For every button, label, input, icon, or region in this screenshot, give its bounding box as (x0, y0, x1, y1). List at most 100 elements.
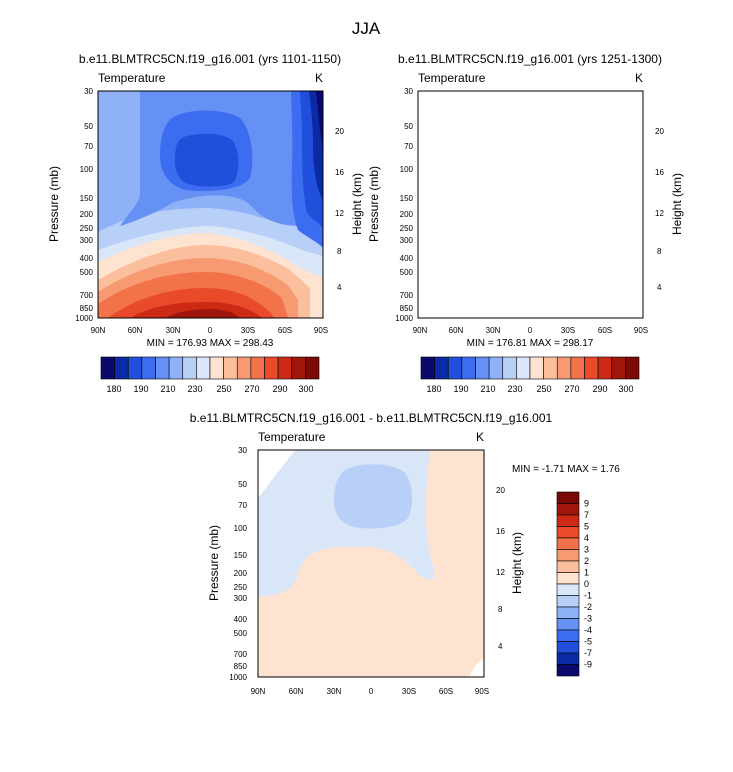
colorbar-swatch (556, 583, 580, 596)
height-tick-label: 16 (496, 527, 505, 536)
colorbar-swatch (529, 356, 544, 380)
y-tick-label: 250 (80, 224, 94, 233)
colorbar-label: -7 (584, 648, 592, 658)
colorbar-swatch (556, 514, 580, 527)
y-tick-label: 100 (80, 165, 94, 174)
y-tick-label: 500 (80, 268, 94, 277)
x-tick-label: 90S (634, 326, 648, 335)
colorbar-label: 250 (216, 384, 231, 394)
y-tick-label: 300 (400, 236, 414, 245)
colorbar-swatch (182, 356, 197, 380)
panel-3-colorbar-labels: 97 54 32 10 -1-2 -3-4 -5-7 -9 (584, 499, 592, 670)
panel-3-field (258, 450, 484, 677)
colorbar-swatch (556, 664, 580, 677)
panel-1-colorbar (100, 356, 320, 380)
page-title: JJA (352, 19, 381, 38)
y-tick-label: 50 (404, 122, 413, 131)
height-tick-label: 20 (655, 127, 664, 136)
colorbar-swatch (556, 629, 580, 642)
colorbar-swatch (127, 356, 143, 380)
panel-1-variable-label: Temperature (98, 71, 166, 85)
colorbar-swatch (250, 356, 265, 380)
panel-3-stats: MIN = -1.71 MAX = 1.76 (512, 464, 620, 475)
y-tick-label: 70 (84, 142, 93, 151)
height-tick-label: 4 (657, 283, 662, 292)
colorbar-swatch (209, 356, 224, 380)
y-tick-label: 400 (80, 254, 94, 263)
panel-1-stats: MIN = 176.93 MAX = 298.43 (147, 338, 274, 349)
contour-band (418, 272, 608, 318)
panel-3-height-ticks: 20 16 12 8 4 (496, 486, 505, 651)
x-tick-label: 30N (327, 687, 342, 696)
colorbar-swatch (141, 356, 156, 380)
colorbar-label: -4 (584, 625, 592, 635)
y-tick-label: 500 (234, 629, 248, 638)
y-tick-label: 400 (234, 615, 248, 624)
colorbar-swatch (475, 356, 490, 380)
y-tick-label: 30 (84, 87, 93, 96)
colorbar-swatch (502, 356, 517, 380)
x-tick-label: 60S (439, 687, 453, 696)
height-tick-label: 8 (337, 247, 342, 256)
y-tick-label: 100 (400, 165, 414, 174)
y-tick-label: 200 (234, 569, 248, 578)
y-tick-label: 1000 (395, 314, 413, 323)
x-tick-label: 90N (413, 326, 428, 335)
fill-band (418, 91, 643, 318)
colorbar-swatch (516, 356, 531, 380)
colorbar-label: -1 (584, 591, 592, 601)
colorbar-swatch (597, 356, 613, 380)
colorbar-label: 4 (584, 533, 589, 543)
x-tick-label: 60N (128, 326, 143, 335)
x-tick-label: 90N (251, 687, 266, 696)
colorbar-label: -5 (584, 637, 592, 647)
panel-3-title: b.e11.BLMTRC5CN.f19_g16.001 - b.e11.BLMT… (190, 411, 553, 425)
height-tick-label: 12 (655, 209, 664, 218)
colorbar-swatch (461, 356, 476, 380)
colorbar-swatch (556, 572, 580, 585)
colorbar-label: 180 (106, 384, 121, 394)
contour-band (480, 111, 572, 192)
contour-band (334, 464, 413, 529)
panel-2-field (418, 91, 643, 318)
colorbar-swatch (556, 618, 580, 631)
panel-3: b.e11.BLMTRC5CN.f19_g16.001 - b.e11.BLMT… (190, 411, 620, 696)
panel-3-units-label: K (476, 430, 484, 444)
colorbar-swatch (264, 356, 279, 380)
panel-2-frame (417, 90, 644, 319)
x-tick-label: 60N (289, 687, 304, 696)
colorbar-label: 190 (133, 384, 148, 394)
height-tick-label: 12 (496, 568, 505, 577)
height-tick-label: 16 (655, 168, 664, 177)
panel-3-colorbar (556, 491, 580, 677)
panel-3-frame (257, 449, 485, 678)
x-tick-label: 0 (369, 687, 374, 696)
colorbar-label: 3 (584, 545, 589, 555)
y-tick-label: 700 (234, 650, 248, 659)
colorbar-label: 270 (244, 384, 259, 394)
y-tick-label: 700 (400, 291, 414, 300)
colorbar-label: 190 (453, 384, 468, 394)
panel-2: b.e11.BLMTRC5CN.f19_g16.001 (yrs 1251-13… (367, 52, 684, 394)
panel-2-colorbar (420, 356, 640, 380)
y-tick-label: 50 (84, 122, 93, 131)
colorbar-label: -2 (584, 602, 592, 612)
height-tick-label: 20 (496, 486, 505, 495)
height-tick-label: 12 (335, 209, 344, 218)
panel-2-x-ticks: 90N 60N 30N 0 30S 60S 90S (413, 326, 648, 335)
colorbar-swatch (223, 356, 238, 380)
contour-band (629, 91, 643, 200)
colorbar-label: 0 (584, 579, 589, 589)
panel-3-y-ticks: 30 50 70 100 150 200 250 300 400 500 700… (229, 446, 247, 682)
x-tick-label: 0 (528, 326, 533, 335)
colorbar-swatch (100, 356, 115, 380)
colorbar-label: 180 (426, 384, 441, 394)
contour-band (428, 288, 595, 318)
colorbar-swatch (420, 356, 435, 380)
panel-2-variable-label: Temperature (418, 71, 486, 85)
contour-band (165, 309, 240, 318)
colorbar-label: 300 (618, 384, 633, 394)
colorbar-swatch (625, 356, 640, 380)
colorbar-swatch (277, 356, 293, 380)
